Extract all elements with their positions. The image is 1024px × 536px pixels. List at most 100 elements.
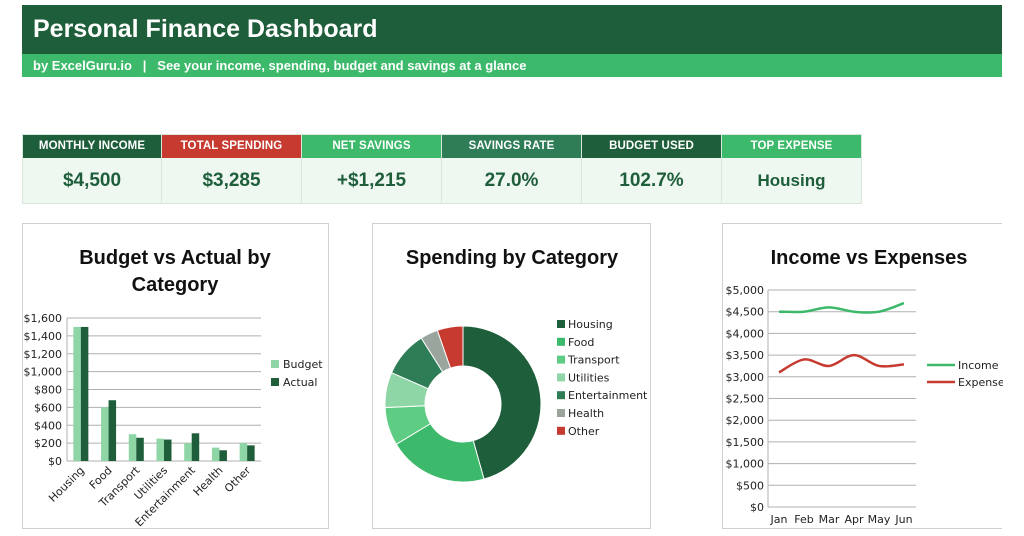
bar-actual <box>191 433 200 461</box>
legend-label: Utilities <box>568 371 610 384</box>
bar-actual <box>219 450 227 461</box>
legend-label: Housing <box>568 318 613 331</box>
x-tick-label: Apr <box>844 513 864 526</box>
slice-other <box>436 325 464 369</box>
legend-label: Income <box>958 359 999 372</box>
y-tick-label: $1,500 <box>726 436 765 449</box>
dashboard-title-bar: Personal Finance Dashboard <box>22 5 1002 54</box>
chart-title: Budget vs Actual by <box>79 247 271 269</box>
line-expenses <box>778 353 905 374</box>
x-tick-label: Health <box>191 464 226 499</box>
dashboard-subtitle-bar: by ExcelGuru.io | See your income, spend… <box>22 54 1002 77</box>
kpi-card-net-savings: NET SAVINGS +$1,215 <box>302 134 442 204</box>
budget-vs-actual-chart: Budget vs Actual by Category $0 $200 $400 $60… <box>22 223 329 529</box>
y-tick-label: $800 <box>34 384 62 397</box>
kpi-value: 27.0% <box>484 170 539 191</box>
bar-budget <box>239 443 248 461</box>
legend-swatch <box>557 426 565 435</box>
y-tick-label: $500 <box>736 479 764 492</box>
bar-actual <box>80 326 89 461</box>
y-tick-label: $0 <box>48 455 62 468</box>
dashboard-title: Personal Finance Dashboard <box>33 15 378 43</box>
x-tick-label: Jan <box>770 513 788 526</box>
kpi-label: TOP EXPENSE <box>722 135 861 158</box>
bar-budget <box>211 447 220 461</box>
kpi-label: BUDGET USED <box>582 135 721 158</box>
kpi-value: $3,285 <box>202 170 261 191</box>
x-tick-label: Housing <box>46 464 87 505</box>
x-tick-label: Mar <box>819 513 840 526</box>
y-tick-label: $3,500 <box>726 349 765 362</box>
legend-label: Actual <box>283 376 317 389</box>
y-tick-label: $4,500 <box>726 306 765 319</box>
budget-vs-actual-svg: Budget vs Actual by Category $0 $200 $400 $60… <box>24 247 324 528</box>
legend-label: Health <box>568 407 604 420</box>
x-tick-label: Jun <box>894 513 912 526</box>
kpi-card-top-expense: TOP EXPENSE Housing <box>722 134 862 204</box>
spending-by-category-svg: Spending by Category Housing Food Transport… <box>384 247 648 483</box>
kpi-card-monthly-income: MONTHLY INCOME $4,500 <box>22 134 162 204</box>
bar-actual <box>247 445 255 461</box>
y-tick-label: $1,200 <box>24 348 63 361</box>
bar-budget <box>128 434 137 461</box>
bar-actual <box>164 439 172 461</box>
kpi-card-budget-used: BUDGET USED 102.7% <box>582 134 722 204</box>
kpi-label: TOTAL SPENDING <box>162 135 301 158</box>
legend-label: Entertainment <box>568 389 648 402</box>
kpi-value: 102.7% <box>619 170 684 191</box>
y-tick-label: $1,000 <box>726 458 765 471</box>
legend-label: Expenses <box>958 376 1003 389</box>
y-tick-label: $3,000 <box>726 371 765 384</box>
kpi-value: +$1,215 <box>336 170 407 191</box>
kpi-value: $4,500 <box>62 170 122 191</box>
x-tick-label: Other <box>222 464 254 496</box>
legend-swatch <box>557 337 565 346</box>
y-tick-label: $2,500 <box>726 393 765 406</box>
kpi-value: Housing <box>757 171 826 190</box>
legend-swatch <box>557 355 565 364</box>
legend-label: Other <box>568 425 600 438</box>
y-tick-label: $600 <box>34 401 62 414</box>
income-vs-expenses-svg: Income vs Expenses $0 $500 $1,000 $1,500 $2,0… <box>726 247 1004 526</box>
legend-label: Food <box>568 336 594 349</box>
bar-actual <box>136 437 144 461</box>
kpi-row: MONTHLY INCOME $4,500 TOTAL SPENDING $3,… <box>22 134 862 204</box>
legend-label: Transport <box>567 354 620 367</box>
chart-title: Income vs Expenses <box>771 247 968 269</box>
chart-title: Category <box>132 274 220 296</box>
income-vs-expenses-chart: Income vs Expenses $0 $500 $1,000 $1,500 $2,0… <box>722 223 1004 529</box>
bar-budget <box>156 438 164 461</box>
kpi-card-savings-rate: SAVINGS RATE 27.0% <box>442 134 582 204</box>
y-tick-label: $1,600 <box>24 312 63 325</box>
kpi-card-total-spending: TOTAL SPENDING $3,285 <box>162 134 302 204</box>
bar-budget <box>73 326 81 461</box>
legend-label: Budget <box>283 358 323 371</box>
y-tick-label: $2,000 <box>726 414 765 427</box>
y-tick-label: $0 <box>750 501 764 514</box>
line-income <box>778 301 905 314</box>
x-tick-label: Feb <box>794 513 813 526</box>
y-tick-label: $4,000 <box>726 327 765 340</box>
bar-budget <box>184 443 192 461</box>
y-tick-label: $400 <box>34 419 62 432</box>
legend-swatch <box>557 373 565 382</box>
bar-actual <box>108 400 117 461</box>
y-tick-label: $1,400 <box>24 330 63 343</box>
kpi-label: MONTHLY INCOME <box>23 135 161 158</box>
legend-swatch <box>271 360 279 368</box>
chart-title: Spending by Category <box>406 247 619 269</box>
kpi-label: SAVINGS RATE <box>442 135 581 158</box>
spending-by-category-chart: Spending by Category Housing Food Transport… <box>372 223 651 529</box>
legend-swatch <box>557 409 565 417</box>
bar-budget <box>101 407 109 461</box>
legend-swatch <box>271 378 279 386</box>
kpi-label: NET SAVINGS <box>302 135 441 158</box>
dashboard-subtitle: by ExcelGuru.io | See your income, spend… <box>33 58 527 73</box>
x-tick-label: May <box>868 513 891 526</box>
legend-swatch <box>557 320 565 328</box>
slice-housing <box>462 325 542 480</box>
legend-swatch <box>557 391 565 400</box>
y-tick-label: $1,000 <box>24 366 63 379</box>
y-tick-label: $5,000 <box>726 284 765 297</box>
y-tick-label: $200 <box>34 437 62 450</box>
